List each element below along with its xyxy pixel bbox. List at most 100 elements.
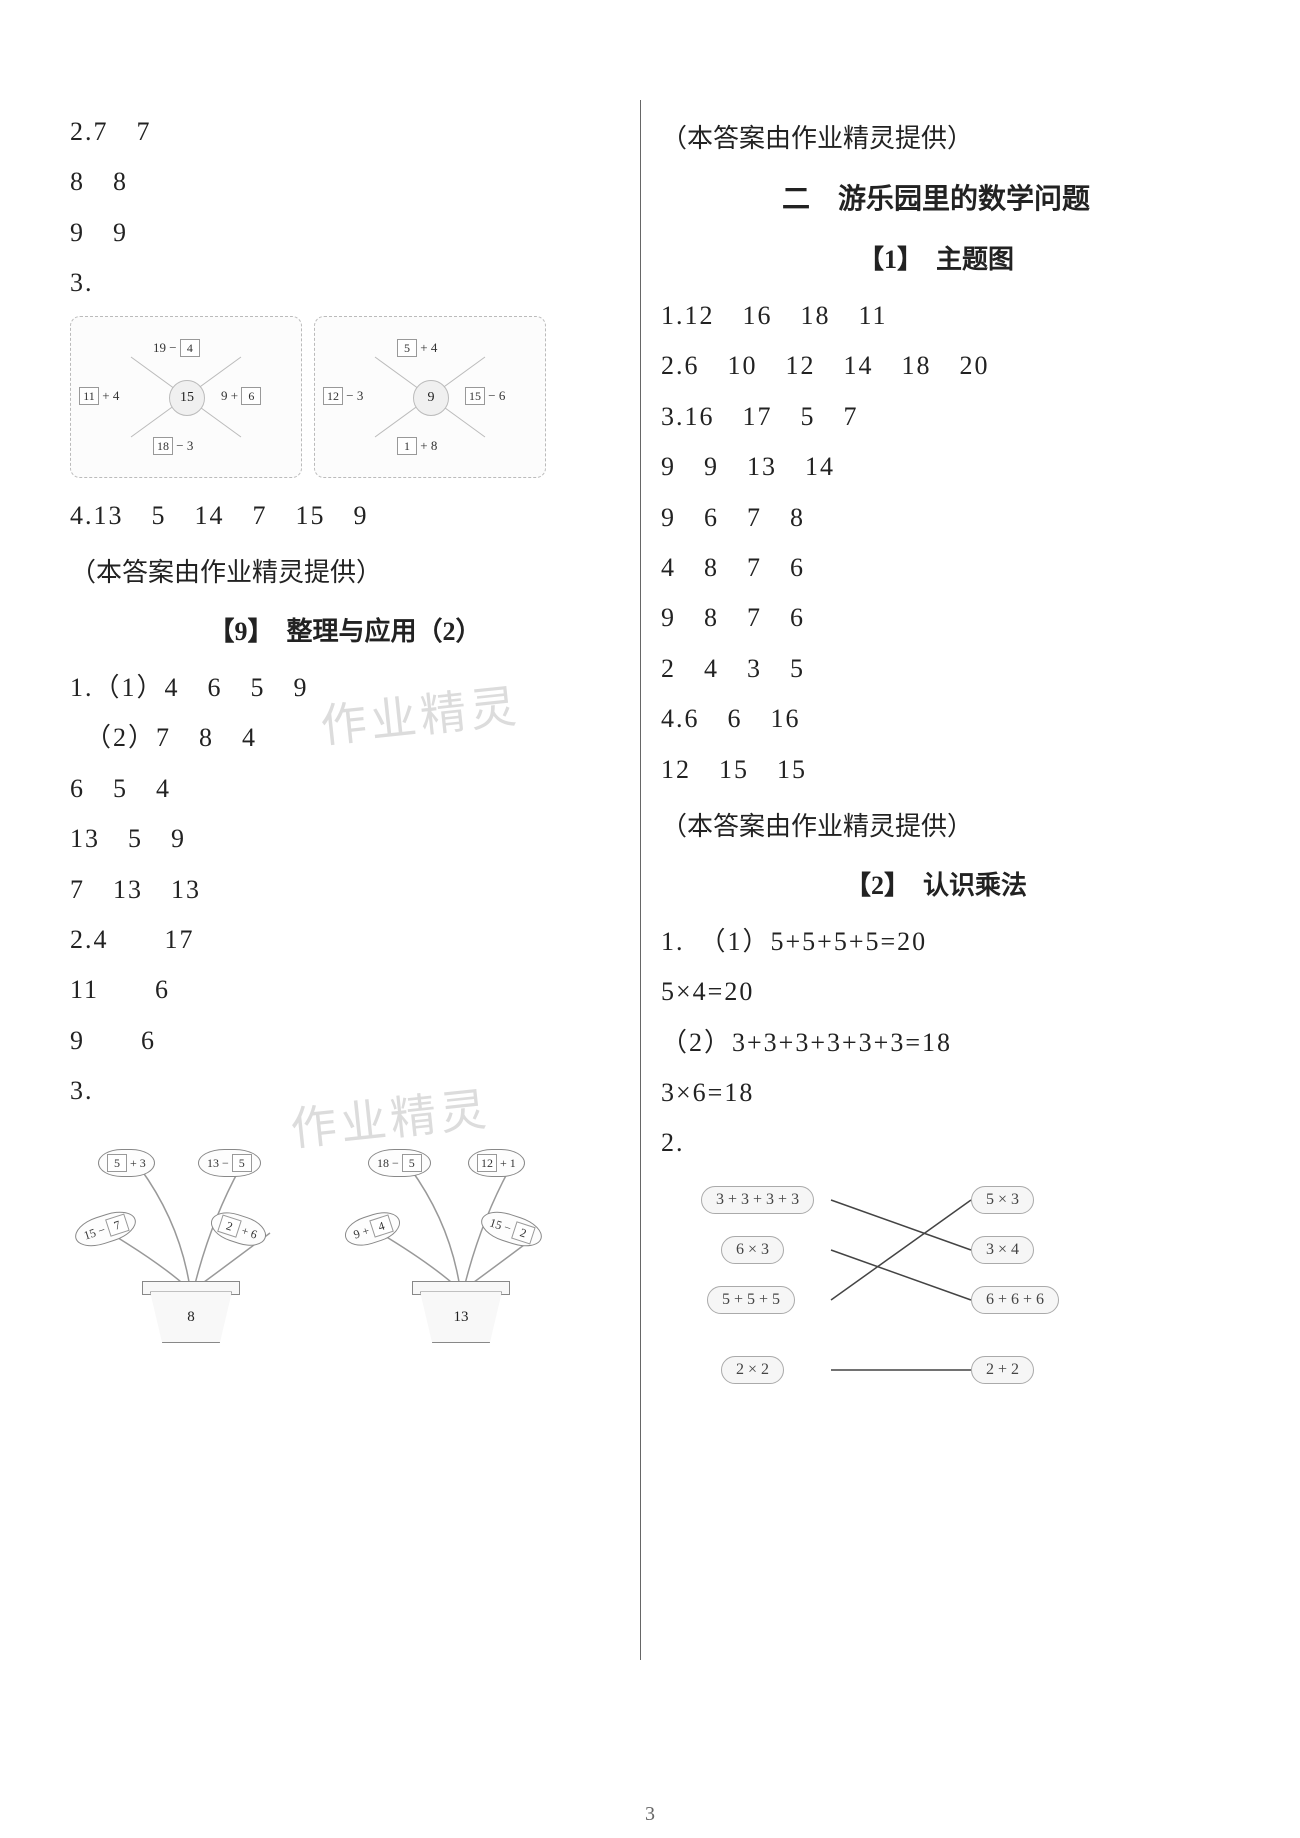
arm-box: 6 <box>241 387 261 405</box>
text-line: 9 9 13 14 <box>661 449 1211 485</box>
arm-op: + <box>420 438 427 453</box>
leaf-box: 12 <box>477 1154 497 1172</box>
text-line: 5×4=20 <box>661 974 1211 1010</box>
arm-val: 19 <box>153 340 166 355</box>
text-line: 12 15 15 <box>661 752 1211 788</box>
match-left-pill: 3 + 3 + 3 + 3 <box>701 1186 814 1214</box>
arm-box: 4 <box>180 339 200 357</box>
star-diagram: 15 19 − 4 11 + 4 9 + 6 <box>70 316 302 478</box>
leaf-box: 4 <box>369 1215 394 1238</box>
text-line: 9 9 <box>70 215 620 251</box>
text-line: 2.4 17 <box>70 922 620 958</box>
matching-diagram: 3 + 3 + 3 + 3 6 × 3 5 + 5 + 5 2 × 2 5 × … <box>681 1176 1111 1406</box>
leaf-expr: 5 + 3 <box>98 1149 155 1177</box>
credit-note: （本答案由作业精灵提供） <box>661 118 1211 155</box>
text-line: 8 8 <box>70 164 620 200</box>
text-line: （2）7 8 4 <box>70 720 620 756</box>
leaf-box: 5 <box>107 1154 127 1172</box>
star-arm-right: 9 + 6 <box>221 387 261 405</box>
text-line: 3. <box>70 265 620 301</box>
arm-op: − <box>176 438 183 453</box>
star-arm-right: 15 − 6 <box>465 387 505 405</box>
page-number: 3 <box>0 1803 1300 1826</box>
text-line: 4 8 7 6 <box>661 550 1211 586</box>
star-diagram-pair: 15 19 − 4 11 + 4 9 + 6 <box>70 316 620 478</box>
text-line: 6 5 4 <box>70 771 620 807</box>
arm-op: − <box>346 388 353 403</box>
arm-val: 4 <box>431 340 438 355</box>
match-right-pill: 5 × 3 <box>971 1186 1034 1214</box>
text-line: 7 13 13 <box>70 872 620 908</box>
leaf-box: 7 <box>105 1214 130 1237</box>
text-line: 1. （1）5+5+5+5=20 <box>661 924 1211 960</box>
text-line: 4.6 6 16 <box>661 701 1211 737</box>
leaf-expr: 13 − 5 <box>198 1149 261 1177</box>
match-left-pill: 6 × 3 <box>721 1236 784 1264</box>
text-line: 2 4 3 5 <box>661 651 1211 687</box>
flowerpot-pair: 作业精灵 5 + 3 13 − 5 15 − 7 <box>70 1123 620 1343</box>
text-line: 1.12 16 18 11 <box>661 298 1211 334</box>
text-line: （2）3+3+3+3+3+3=18 <box>661 1025 1211 1061</box>
match-right-pill: 6 + 6 + 6 <box>971 1286 1059 1314</box>
arm-op: + <box>420 340 427 355</box>
page: 2.7 7 8 8 9 9 3. 15 19 − 4 <box>0 0 1300 1838</box>
block-with-watermark: 1.（1）4 6 5 9 （2）7 8 4 6 5 4 13 5 9 7 13 … <box>70 670 620 1110</box>
credit-note: （本答案由作业精灵提供） <box>661 806 1211 843</box>
arm-box: 15 <box>465 387 485 405</box>
arm-val: 8 <box>431 438 438 453</box>
leaf-box: 5 <box>232 1154 252 1172</box>
match-left-pill: 2 × 2 <box>721 1356 784 1384</box>
leaf-expr: 18 − 5 <box>368 1149 431 1177</box>
arm-op: + <box>102 388 109 403</box>
arm-op: − <box>488 388 495 403</box>
star-arm-bottom: 1 + 8 <box>397 437 437 455</box>
leaf-expr: 12 + 1 <box>468 1149 525 1177</box>
text-line: 3. <box>70 1073 620 1109</box>
arm-op: + <box>231 388 238 403</box>
text-line: 2. <box>661 1125 1211 1161</box>
text-line: 1.（1）4 6 5 9 <box>70 670 620 706</box>
credit-note: （本答案由作业精灵提供） <box>70 552 620 589</box>
text-line: 4.13 5 14 7 15 9 <box>70 498 620 534</box>
section-heading: 【2】 认识乘法 <box>661 865 1211 902</box>
match-right-pill: 3 × 4 <box>971 1236 1034 1264</box>
star-arm-top: 5 + 4 <box>397 339 437 357</box>
flowerpot: 18 − 5 12 + 1 9 + 4 15 − 2 13 <box>340 1123 590 1343</box>
two-column-layout: 2.7 7 8 8 9 9 3. 15 19 − 4 <box>50 100 1250 1660</box>
arm-val: 6 <box>499 388 506 403</box>
star-center: 9 <box>413 380 449 416</box>
left-column: 2.7 7 8 8 9 9 3. 15 19 − 4 <box>50 100 640 1660</box>
arm-box: 12 <box>323 387 343 405</box>
star-diagram: 9 5 + 4 12 − 3 15 − 6 <box>314 316 546 478</box>
text-line: 11 6 <box>70 972 620 1008</box>
arm-val: 3 <box>357 388 364 403</box>
section-heading: 【9】 整理与应用（2） <box>70 611 620 648</box>
star-arm-left: 11 + 4 <box>79 387 119 405</box>
star-center: 15 <box>169 380 205 416</box>
arm-val: 9 <box>221 388 228 403</box>
text-line: 3×6=18 <box>661 1075 1211 1111</box>
leaf-box: 2 <box>217 1215 242 1238</box>
text-line: 9 6 7 8 <box>661 500 1211 536</box>
arm-box: 18 <box>153 437 173 455</box>
arm-box: 1 <box>397 437 417 455</box>
right-column: （本答案由作业精灵提供） 二 游乐园里的数学问题 【1】 主题图 1.12 16… <box>641 100 1231 1660</box>
flowerpot: 5 + 3 13 − 5 15 − 7 2 + 6 8 <box>70 1123 320 1343</box>
arm-op: − <box>169 340 176 355</box>
text-line: 13 5 9 <box>70 821 620 857</box>
text-line: 2.7 7 <box>70 114 620 150</box>
arm-val: 4 <box>113 388 120 403</box>
match-left-pill: 5 + 5 + 5 <box>707 1286 795 1314</box>
arm-box: 5 <box>397 339 417 357</box>
star-arm-left: 12 − 3 <box>323 387 363 405</box>
arm-box: 11 <box>79 387 99 405</box>
section-heading: 【1】 主题图 <box>661 239 1211 276</box>
arm-val: 3 <box>187 438 194 453</box>
pot-label: 13 <box>420 1291 502 1343</box>
text-line: 2.6 10 12 14 18 20 <box>661 348 1211 384</box>
text-line: 9 6 <box>70 1023 620 1059</box>
star-arm-bottom: 18 − 3 <box>153 437 193 455</box>
star-arm-top: 19 − 4 <box>153 339 200 357</box>
text-line: 3.16 17 5 7 <box>661 399 1211 435</box>
pot-label: 8 <box>150 1291 232 1343</box>
